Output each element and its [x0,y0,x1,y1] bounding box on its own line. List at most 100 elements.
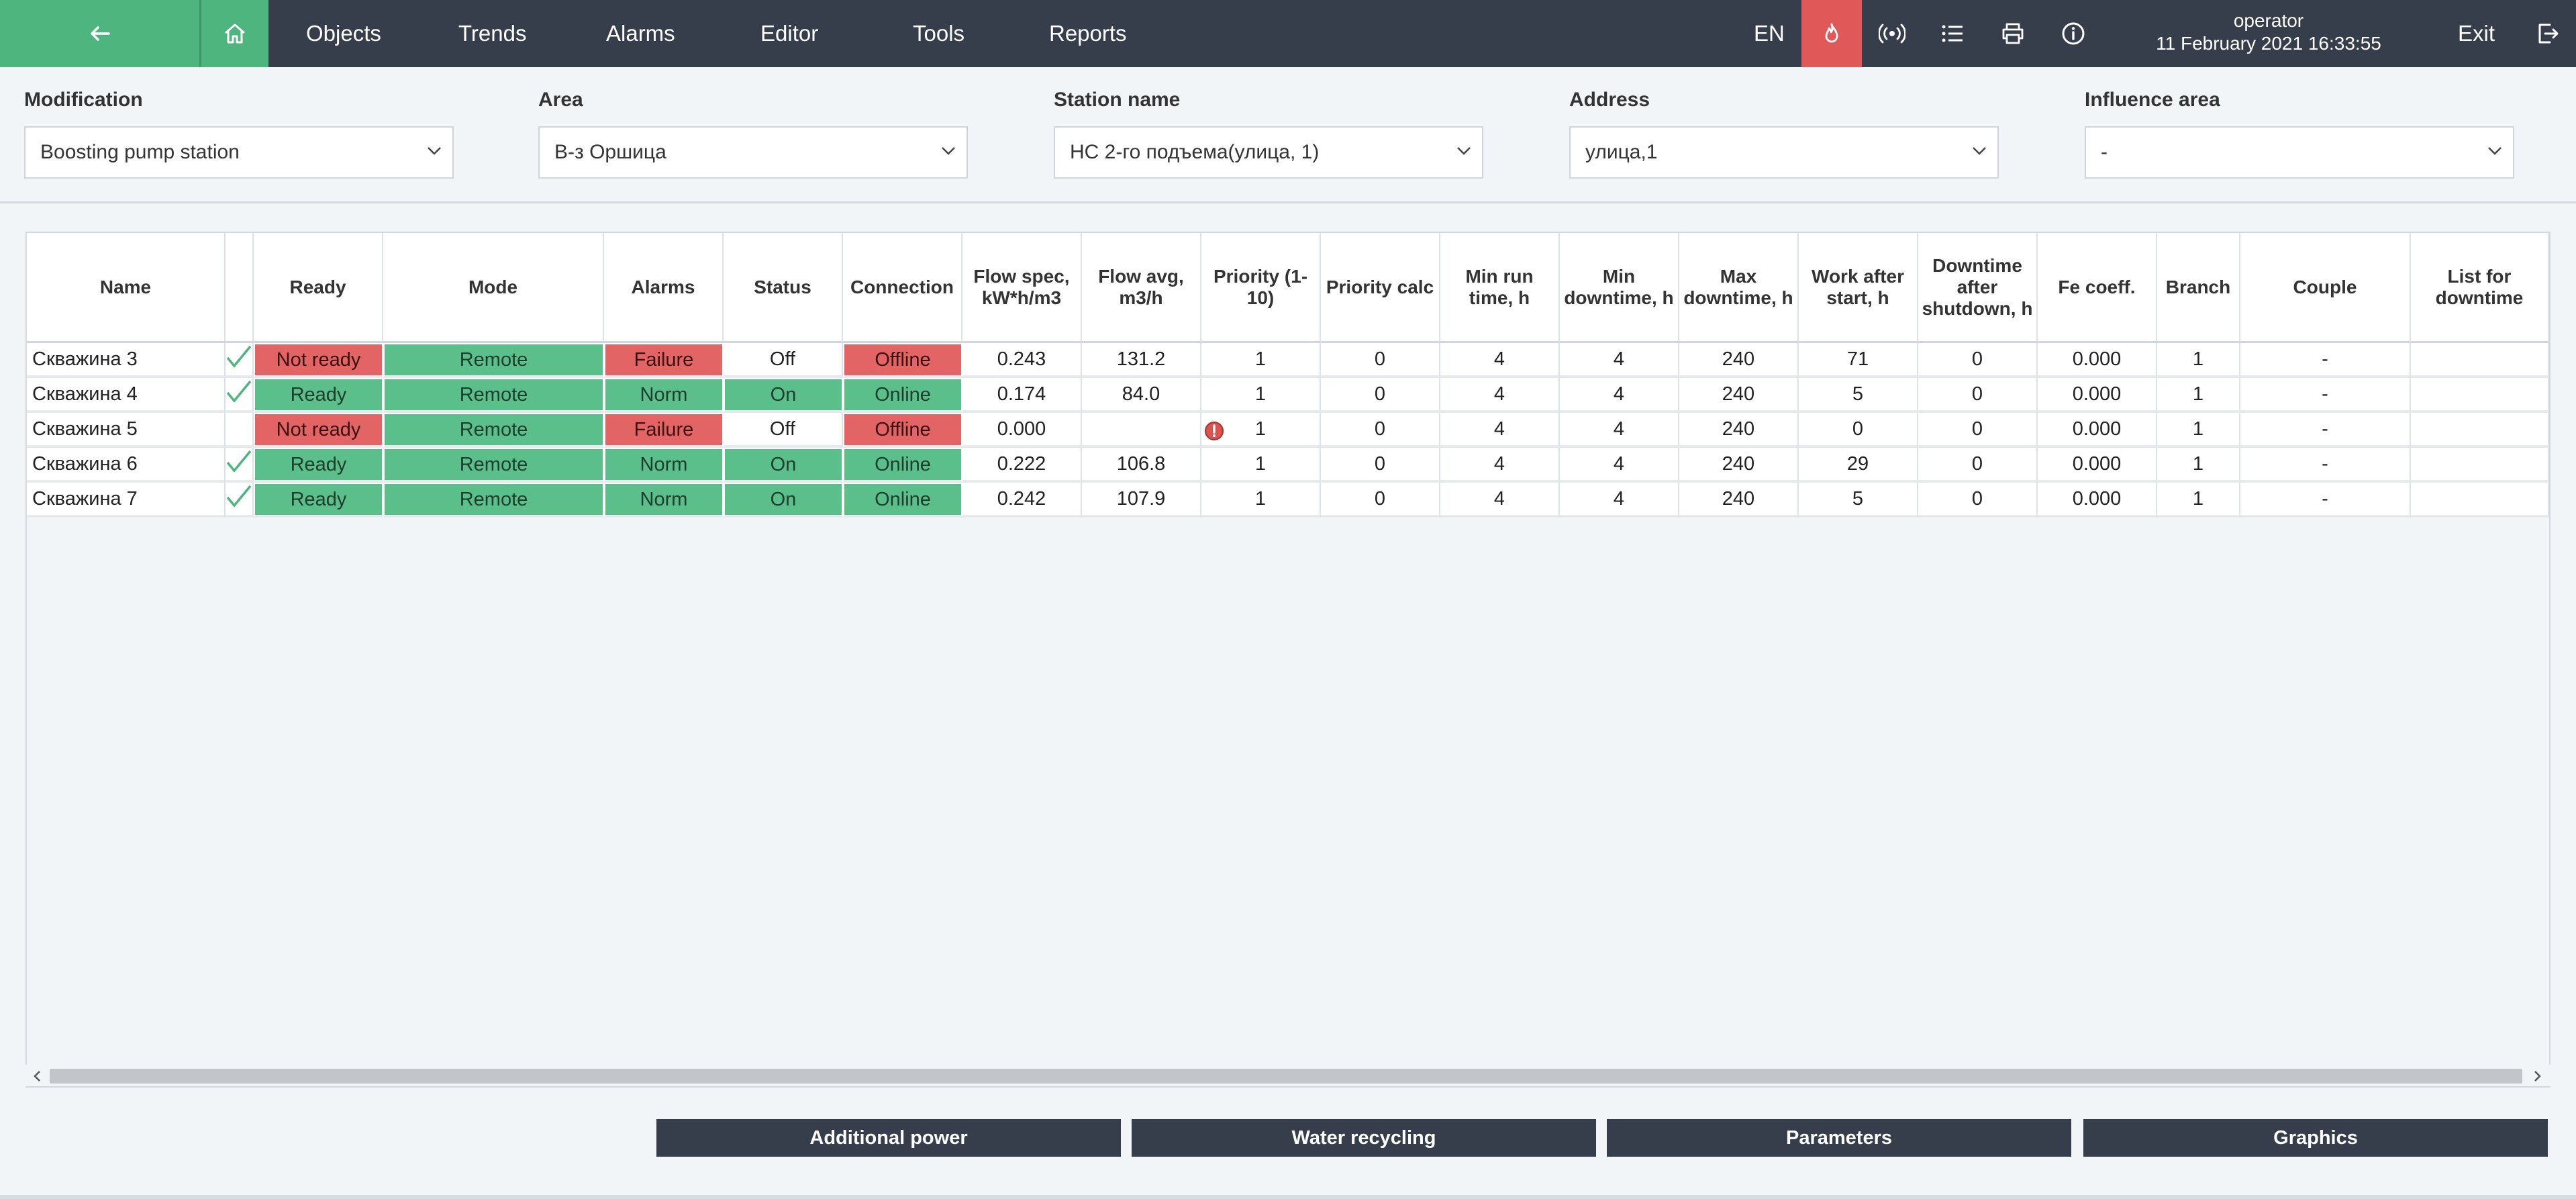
cell-ready: Ready [254,448,383,483]
filter-label: Modification [24,89,143,111]
check-icon [226,450,252,473]
table-row[interactable]: Скважина 3 Not ready Remote Failure Off Offli… [27,343,2549,378]
cell-flow-spec: 0.000 [962,413,1082,448]
column-header[interactable]: Min run time, h [1440,233,1560,343]
chevron-right-icon [2534,1071,2541,1082]
pumps-table: Name Ready Mode Alarms Status Connection Flow … [27,233,2549,518]
cell-branch: 1 [2157,413,2240,448]
home-button[interactable] [201,0,268,67]
nav-objects[interactable]: Objects [306,21,381,46]
cell-min-down: 4 [1560,378,1679,413]
print-icon [2002,23,2024,44]
cell-max-down: 240 [1679,378,1799,413]
cell-priority: 1 [1201,343,1321,378]
nav-editor[interactable]: Editor [760,21,819,46]
cell-connection: Online [843,378,962,413]
cell-mode: Remote [383,483,604,518]
cell-selected [226,448,254,483]
select-value: В-з Оршица [554,141,666,163]
broadcast-button[interactable] [1862,0,1922,67]
chevron-down-icon [2488,147,2501,155]
column-header[interactable]: Max downtime, h [1679,233,1799,343]
column-header[interactable]: Connection [843,233,962,343]
column-header[interactable]: Min downtime, h [1560,233,1679,343]
column-header[interactable]: Mode [383,233,604,343]
column-header[interactable]: Work after start, h [1799,233,1918,343]
column-header[interactable]: Downtime after shutdown, h [1918,233,2038,343]
water-recycling-button[interactable]: Water recycling [1132,1119,1596,1157]
column-header[interactable]: Status [724,233,843,343]
list-icon [1942,25,1963,42]
table-row[interactable]: Скважина 5 Not ready Remote Failure Off Offli… [27,413,2549,448]
cell-priority-calc: 0 [1321,413,1440,448]
table-row[interactable]: Скважина 6 Ready Remote Norm On Online 0.222 10… [27,448,2549,483]
column-header[interactable]: Priority (1-10) [1201,233,1321,343]
nav-alarms[interactable]: Alarms [606,21,675,46]
select-value: НС 2-го подъема(улица, 1) [1070,141,1320,163]
cell-status: On [724,448,843,483]
cell-min-run: 4 [1440,378,1560,413]
graphics-button[interactable]: Graphics [2083,1119,2548,1157]
scroll-right-arrow[interactable] [2528,1067,2548,1085]
cell-down-after: 0 [1918,413,2038,448]
info-icon [2062,22,2085,45]
horizontal-scrollbar[interactable] [26,1065,2550,1086]
filter-station-name: Station name НС 2-го подъема(улица, 1) [1054,89,1483,179]
table-header-row: Name Ready Mode Alarms Status Connection Flow … [27,233,2549,343]
list-button[interactable] [1922,0,1983,67]
cell-max-down: 240 [1679,448,1799,483]
logout-button[interactable] [2528,0,2568,67]
cell-selected [226,378,254,413]
language-selector[interactable]: EN [1754,21,1785,46]
column-header[interactable]: List for downtime [2411,233,2549,343]
column-header[interactable]: Branch [2157,233,2240,343]
station-name-select[interactable]: НС 2-го подъема(улица, 1) [1054,126,1483,179]
table-row[interactable]: Скважина 7 Ready Remote Norm On Online 0.242 10… [27,483,2549,518]
column-header[interactable]: Flow avg, m3/h [1082,233,1201,343]
nav-reports[interactable]: Reports [1049,21,1127,46]
column-header[interactable]: Name [27,233,226,343]
scrollbar-thumb[interactable] [50,1069,2522,1084]
column-header[interactable]: Fe coeff. [2038,233,2157,343]
table-row[interactable]: Скважина 4 Ready Remote Norm On Online 0.174 84… [27,378,2549,413]
cell-connection: Offline [843,343,962,378]
column-header[interactable] [226,233,254,343]
cell-min-run: 4 [1440,483,1560,518]
warning-icon [1205,422,1224,440]
cell-list [2411,483,2549,518]
influence-area-select[interactable]: - [2085,126,2514,179]
modification-select[interactable]: Boosting pump station [24,126,454,179]
scroll-left-arrow[interactable] [27,1067,47,1085]
filter-area: Area В-з Оршица [538,89,968,179]
cell-couple: - [2240,343,2411,378]
info-button[interactable] [2043,0,2103,67]
nav-trends[interactable]: Trends [458,21,527,46]
additional-power-button[interactable]: Additional power [656,1119,1121,1157]
filter-influence-area: Influence area - [2085,89,2514,179]
print-button[interactable] [1983,0,2043,67]
fire-alarm-button[interactable] [1801,0,1862,67]
cell-name: Скважина 6 [27,448,226,483]
filter-address: Address улица,1 [1569,89,1999,179]
cell-list [2411,378,2549,413]
column-header[interactable]: Ready [254,233,383,343]
address-select[interactable]: улица,1 [1569,126,1999,179]
cell-branch: 1 [2157,448,2240,483]
column-header[interactable]: Alarms [604,233,724,343]
cell-priority: 1 [1201,413,1321,448]
column-header[interactable]: Priority calc [1321,233,1440,343]
parameters-button[interactable]: Parameters [1607,1119,2071,1157]
column-header[interactable]: Flow spec, kW*h/m3 [962,233,1082,343]
column-header[interactable]: Couple [2240,233,2411,343]
exit-button[interactable]: Exit [2458,21,2495,46]
cell-priority-calc: 0 [1321,343,1440,378]
cell-branch: 1 [2157,483,2240,518]
back-button[interactable] [0,0,201,67]
cell-name: Скважина 4 [27,378,226,413]
cell-selected [226,343,254,378]
filter-modification: Modification Boosting pump station [24,89,454,179]
cell-alarms: Norm [604,483,724,518]
filter-bar: Modification Boosting pump station Area … [0,67,2576,203]
nav-tools[interactable]: Tools [913,21,965,46]
area-select[interactable]: В-з Оршица [538,126,968,179]
